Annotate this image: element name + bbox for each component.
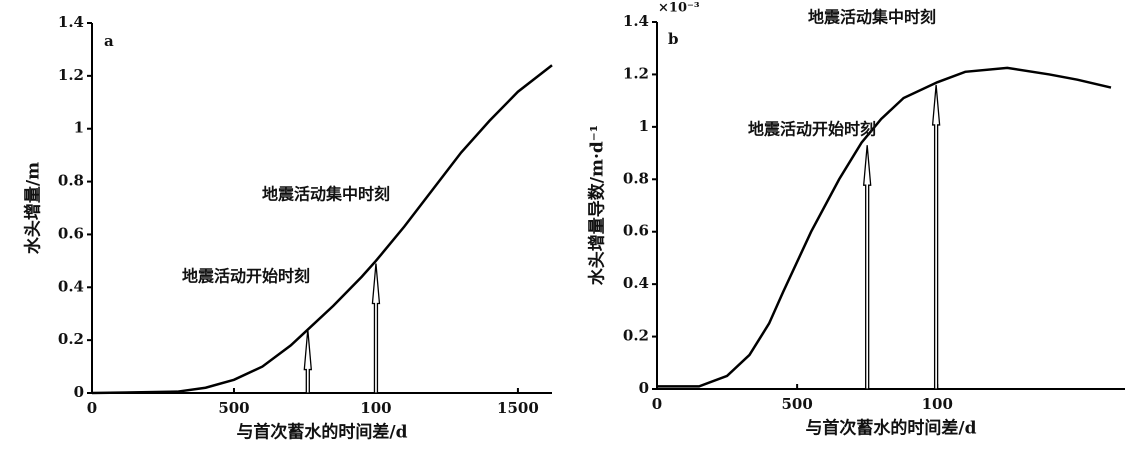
arrow <box>371 263 381 394</box>
panel-label: b <box>668 30 679 48</box>
x-tick-label: 500 <box>218 399 249 417</box>
y-tick-label: 1 <box>74 119 84 137</box>
arrow <box>931 84 941 390</box>
y-axis-label: 水头增量/m <box>23 162 44 254</box>
x-tick-label: 100 <box>922 395 953 413</box>
annotation: 地震活动开始时刻 <box>182 267 310 286</box>
panel-label: a <box>104 32 114 50</box>
annotation: 地震活动集中时刻 <box>262 185 390 204</box>
y-axis-label: 水头增量导数/m·d⁻¹ <box>587 125 608 285</box>
arrow <box>862 145 872 390</box>
y-tick-label: 1.2 <box>623 64 649 82</box>
y-tick-label: 0.2 <box>58 330 84 348</box>
y-tick-label: 0.6 <box>623 222 649 240</box>
axes <box>656 22 1125 390</box>
annotation: 地震活动集中时刻 <box>808 8 936 27</box>
y-tick-label: 0.8 <box>623 169 649 187</box>
y-tick-label: 0 <box>74 383 84 401</box>
y-tick-label: 0.6 <box>58 224 84 242</box>
y-tick-label: 0.4 <box>623 274 649 292</box>
x-tick-label: 100 <box>360 399 391 417</box>
y-tick-label: 1.4 <box>623 12 649 30</box>
line <box>657 66 1112 388</box>
x-axis-label: 与首次蓄水的时间差/d <box>805 418 976 439</box>
x-tick-label: 1500 <box>497 399 539 417</box>
arrow <box>303 329 313 394</box>
annotation: 地震活动开始时刻 <box>748 120 876 139</box>
y-tick-label: 0.2 <box>623 327 649 345</box>
x-axis-label: 与首次蓄水的时间差/d <box>236 422 407 443</box>
y-tick-label: 0 <box>639 379 649 397</box>
y-tick-label: 0.8 <box>58 172 84 190</box>
y-tick-label: 1.2 <box>58 66 84 84</box>
x-tick-label: 500 <box>781 395 812 413</box>
axes <box>91 23 552 394</box>
y-tick-label: 1.4 <box>58 13 84 31</box>
x-tick-label: 0 <box>652 395 662 413</box>
y-tick-label: 1 <box>639 117 649 135</box>
x-tick-label: 0 <box>87 399 97 417</box>
y-tick-label: 0.4 <box>58 277 84 295</box>
y-exponent: ×10⁻³ <box>658 1 700 16</box>
line <box>91 64 553 395</box>
